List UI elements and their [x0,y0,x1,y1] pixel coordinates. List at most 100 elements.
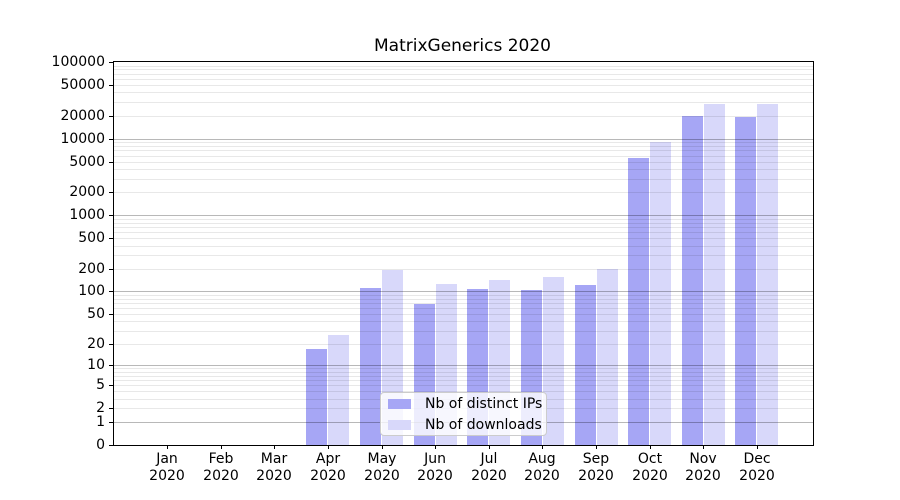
x-tick [542,445,543,449]
gridline-minor [114,79,813,80]
x-tick [489,445,490,449]
gridline-minor [114,223,813,224]
y-tick [109,291,113,292]
gridline-major [114,139,813,140]
x-tick [703,445,704,449]
y-tick [109,344,113,345]
y-tick-label: 5000 [69,154,105,170]
gridline-minor [114,380,813,381]
gridline-minor [114,74,813,75]
y-tick [109,408,113,409]
legend-swatch-downloads-icon [388,419,411,430]
gridline-minor [114,299,813,300]
x-tick [435,445,436,449]
bar-distinct-ips-oct-2020 [628,158,649,445]
y-tick-label: 50000 [60,77,105,93]
gridline-minor [114,69,813,70]
gridline-minor [114,219,813,220]
gridline-minor [114,142,813,143]
y-tick-label: 100000 [51,54,105,70]
chart-title: MatrixGenerics 2020 [374,36,551,56]
gridline-minor [114,295,813,296]
gridline-major [114,215,813,216]
gridline-minor [114,150,813,151]
bar-downloads-sep-2020 [597,269,618,445]
y-tick-label: 10000 [60,131,105,147]
gridline-minor [114,162,813,163]
gridline-major [114,365,813,366]
x-tick-label: May 2020 [364,451,400,484]
y-tick-label: 20 [87,336,105,352]
y-tick-label: 10 [87,357,105,373]
y-tick-label: 500 [78,230,105,246]
y-tick-label: 20000 [60,108,105,124]
x-tick [757,445,758,449]
y-tick [109,116,113,117]
y-tick [109,192,113,193]
y-tick [109,162,113,163]
gridline-minor [114,232,813,233]
gridline-minor [114,308,813,309]
bar-downloads-dec-2020 [757,104,778,445]
y-tick-label: 0 [96,437,105,453]
gridline-minor [114,368,813,369]
gridline-minor [114,391,813,392]
gridline-minor [114,169,813,170]
y-tick-label: 1 [96,414,105,430]
y-tick [109,445,113,446]
x-tick [328,445,329,449]
gridline-minor [114,238,813,239]
gridline-minor [114,66,813,67]
legend-item-downloads: Nb of downloads [381,416,546,434]
y-tick-label: 2 [96,400,105,416]
bar-distinct-ips-dec-2020 [735,117,756,445]
gridline-minor [114,227,813,228]
y-tick [109,215,113,216]
x-tick-label: Aug 2020 [524,451,560,484]
x-tick-label: Sep 2020 [578,451,614,484]
gridline-minor [114,146,813,147]
x-tick-label: Nov 2020 [685,451,721,484]
x-tick-label: Jul 2020 [471,451,507,484]
bar-downloads-aug-2020 [543,277,564,445]
x-tick-label: Dec 2020 [739,451,775,484]
y-tick [109,62,113,63]
legend: Nb of distinct IPs Nb of downloads [380,392,547,436]
gridline-minor [114,116,813,117]
x-tick-label: Oct 2020 [632,451,668,484]
legend-item-distinct-ips: Nb of distinct IPs [381,395,546,413]
x-tick-label: Jun 2020 [417,451,453,484]
y-tick-label: 50 [87,306,105,322]
gridline-minor [114,344,813,345]
gridline-minor [114,331,813,332]
y-tick-label: 1000 [69,207,105,223]
gridline-minor [114,192,813,193]
gridline-minor [114,156,813,157]
bar-distinct-ips-apr-2020 [306,349,327,445]
y-tick [109,139,113,140]
y-tick-label: 100 [78,283,105,299]
gridline-major [114,291,813,292]
x-tick-label: Mar 2020 [256,451,292,484]
x-tick [382,445,383,449]
gridline-minor [114,85,813,86]
x-tick [167,445,168,449]
bar-distinct-ips-sep-2020 [575,285,596,445]
y-tick [109,269,113,270]
y-tick [109,314,113,315]
gridline-minor [114,269,813,270]
y-tick-label: 5 [96,377,105,393]
y-tick [109,85,113,86]
y-tick [109,385,113,386]
gridline-minor [114,385,813,386]
gridline-minor [114,314,813,315]
x-tick [221,445,222,449]
legend-label-distinct-ips: Nb of distinct IPs [425,395,543,412]
gridline-minor [114,92,813,93]
gridline-minor [114,255,813,256]
gridline-minor [114,321,813,322]
y-tick-label: 2000 [69,184,105,200]
gridline-minor [114,246,813,247]
bar-distinct-ips-nov-2020 [682,116,703,445]
